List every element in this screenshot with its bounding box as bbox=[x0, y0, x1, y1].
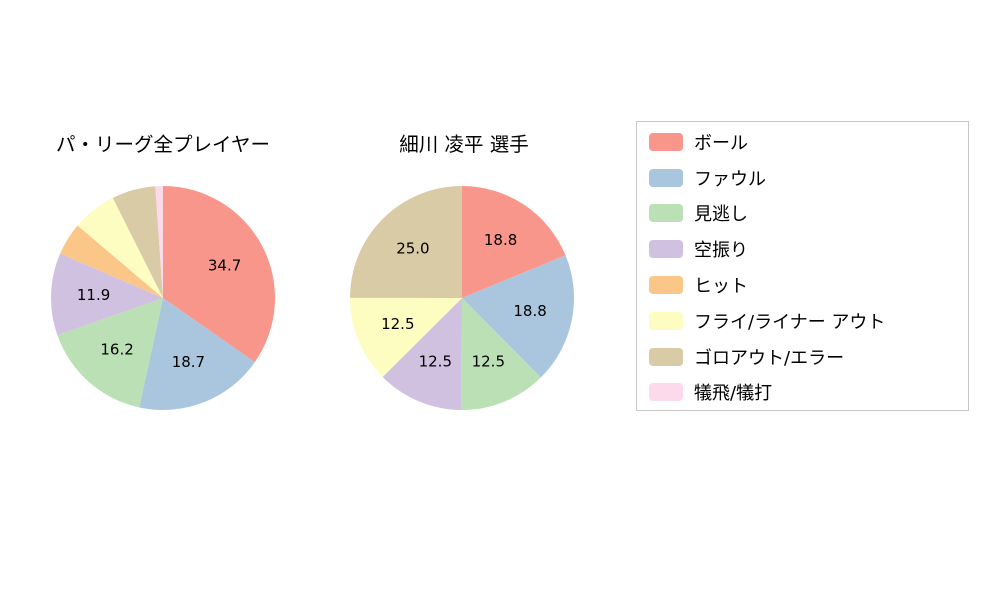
legend-item-swinging-strike: 空振り bbox=[637, 231, 968, 267]
pie-slice-value-label-foul: 18.7 bbox=[172, 353, 205, 371]
legend-swatch-fly-liner-out bbox=[649, 311, 683, 330]
legend-label-swinging-strike: 空振り bbox=[694, 240, 748, 262]
pie-slice-groundout-error bbox=[112, 186, 163, 298]
legend-label-foul: ファウル bbox=[694, 168, 766, 190]
pie-slice-swinging-strike bbox=[382, 298, 462, 410]
legend-item-fly-liner-out: フライ/ライナー アウト bbox=[637, 303, 968, 339]
pie-slice-ball bbox=[462, 186, 566, 298]
pie-slice-swinging-strike bbox=[51, 253, 163, 336]
legend-swatch-groundout-error bbox=[649, 347, 683, 366]
legend-label-called-strike: 見逃し bbox=[694, 204, 748, 226]
legend-label-groundout-error: ゴロアウト/エラー bbox=[694, 347, 845, 369]
pie-slice-ball bbox=[163, 186, 275, 363]
legend-swatch-swinging-strike bbox=[649, 240, 683, 259]
pie-slice-value-label-swinging-strike: 11.9 bbox=[77, 286, 110, 304]
legend-swatch-ball bbox=[649, 132, 683, 151]
pie-slice-value-label-ball: 18.8 bbox=[484, 231, 517, 249]
legend-swatch-hit bbox=[649, 276, 683, 295]
chart-title-left: パ・リーグ全プレイヤー bbox=[56, 133, 270, 156]
chart-title-right: 細川 凌平 選手 bbox=[399, 133, 529, 156]
legend-item-foul: ファウル bbox=[637, 160, 968, 196]
legend-swatch-sacrifice bbox=[649, 383, 683, 402]
pie-slice-foul bbox=[139, 298, 255, 410]
pie-slice-hit bbox=[60, 225, 163, 298]
pie-slice-fly-liner-out bbox=[77, 197, 163, 298]
legend-item-hit: ヒット bbox=[637, 267, 968, 303]
pie-slice-value-label-fly-liner-out: 12.5 bbox=[381, 315, 414, 333]
pie-slice-called-strike bbox=[461, 298, 541, 411]
legend-swatch-foul bbox=[649, 168, 683, 187]
legend-item-sacrifice: 犠飛/犠打 bbox=[637, 375, 968, 411]
pie-slice-value-label-called-strike: 12.5 bbox=[472, 353, 505, 371]
legend-item-ball: ボール bbox=[637, 124, 968, 160]
legend-label-hit: ヒット bbox=[694, 276, 748, 298]
legend-label-sacrifice: 犠飛/犠打 bbox=[694, 383, 773, 405]
legend-item-called-strike: 見逃し bbox=[637, 196, 968, 232]
pie-chart-right: 18.8 18.8 12.5 12.5 12.5 25.0 bbox=[349, 186, 575, 411]
pie-slice-value-label-foul: 18.8 bbox=[513, 302, 546, 320]
pie-chart-left: 34.7 18.7 16.2 11.9 bbox=[51, 186, 275, 410]
legend-swatch-called-strike bbox=[649, 204, 683, 223]
pie-slice-called-strike bbox=[57, 298, 163, 408]
pie-slice-foul bbox=[462, 255, 575, 378]
pie-slice-groundout-error bbox=[350, 186, 462, 298]
pie-slice-fly-liner-out bbox=[349, 297, 462, 378]
pie-slice-value-label-groundout-error: 25.0 bbox=[396, 239, 429, 257]
pie-slice-value-label-called-strike: 16.2 bbox=[100, 341, 133, 359]
legend-label-fly-liner-out: フライ/ライナー アウト bbox=[694, 311, 886, 333]
legend-label-ball: ボール bbox=[694, 132, 748, 154]
pie-slice-value-label-ball: 34.7 bbox=[208, 256, 241, 274]
legend-item-groundout-error: ゴロアウト/エラー bbox=[637, 339, 968, 375]
legend: ボールファウル見逃し空振りヒットフライ/ライナー アウト ゴロアウト/エラー 犠飛/… bbox=[636, 121, 969, 411]
pie-slice-sacrifice bbox=[155, 186, 163, 298]
pie-slice-value-label-swinging-strike: 12.5 bbox=[419, 353, 452, 371]
